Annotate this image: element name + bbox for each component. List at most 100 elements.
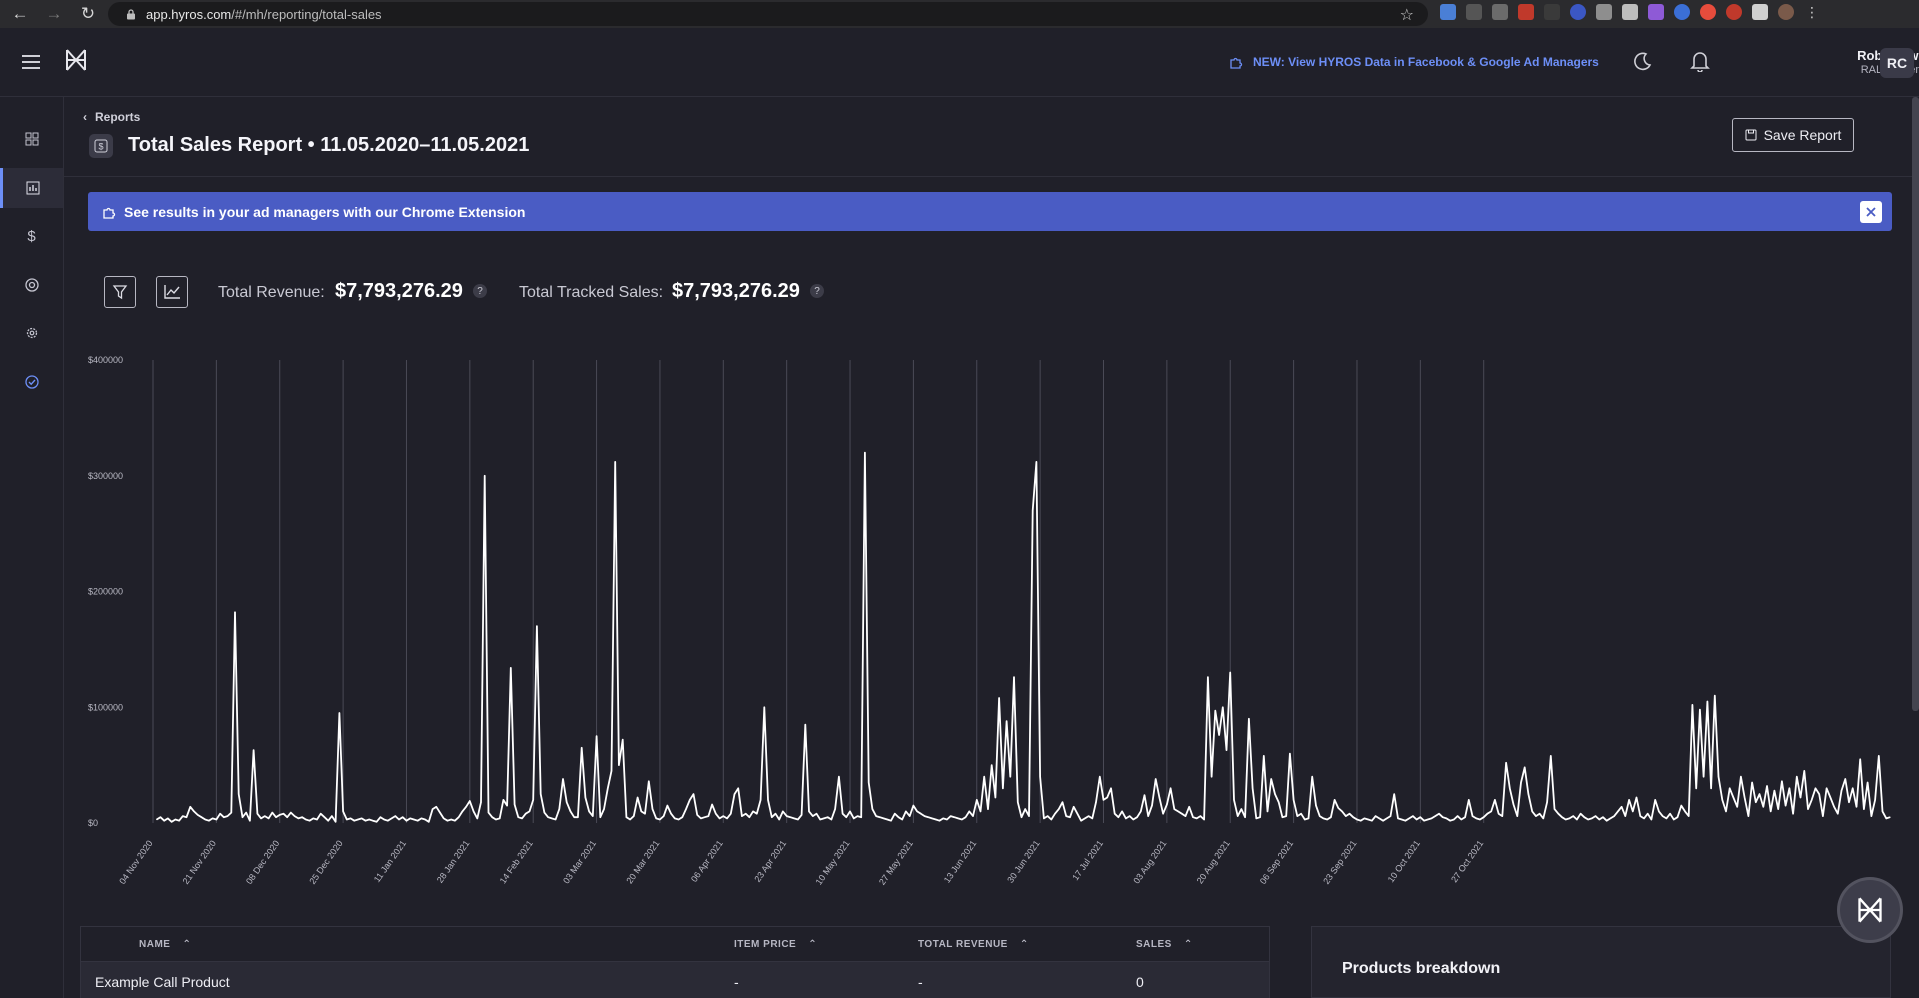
data-point [323, 816, 326, 818]
data-point [719, 817, 721, 819]
save-report-button[interactable]: Save Report [1732, 118, 1854, 152]
data-point [1024, 808, 1026, 810]
data-point [1710, 787, 1712, 789]
more-vertical-icon[interactable]: ⋮ [1805, 4, 1819, 20]
data-point [1158, 796, 1160, 799]
data-point [815, 813, 818, 815]
data-point [1580, 813, 1582, 815]
breadcrumb[interactable]: ‹ Reports [83, 110, 140, 124]
data-point [1345, 815, 1347, 817]
help-icon[interactable]: ? [473, 284, 487, 298]
y-tick-label: $100000 [88, 702, 123, 712]
data-point [1296, 815, 1298, 817]
moon-icon[interactable] [1632, 51, 1652, 71]
address-bar[interactable]: app.hyros.com /#/mh/reporting/total-sale… [108, 2, 1428, 26]
data-point [1624, 815, 1626, 817]
data-point [991, 764, 993, 766]
profile-icon[interactable] [1778, 4, 1794, 20]
puzzle-icon[interactable] [1752, 4, 1768, 20]
sidebar-item-tasks[interactable] [0, 362, 63, 402]
data-point [1233, 799, 1235, 801]
data-point [972, 815, 974, 817]
extension-icon[interactable] [1648, 4, 1664, 20]
data-point [1095, 801, 1097, 803]
report-dollar-icon: $ [89, 134, 113, 158]
back-arrow-icon[interactable]: ← [11, 4, 29, 23]
extension-icon[interactable] [1440, 4, 1456, 20]
extension-icon[interactable] [1674, 4, 1690, 20]
data-point [965, 816, 967, 818]
data-point [1147, 815, 1149, 817]
extension-icon[interactable] [1466, 4, 1482, 20]
chart-toggle-button[interactable] [156, 276, 188, 308]
extension-icon[interactable] [1596, 4, 1612, 20]
data-point [234, 611, 236, 613]
data-point [1270, 778, 1272, 780]
extension-icon[interactable] [1622, 4, 1638, 20]
data-point [502, 799, 504, 801]
column-header-item-price[interactable]: ITEM PRICE ⌃ [734, 939, 818, 950]
data-point [1676, 816, 1679, 818]
hyros-chat-button[interactable] [1840, 880, 1900, 940]
extension-icon[interactable] [1700, 4, 1716, 20]
avatar[interactable]: RC [1880, 48, 1914, 78]
extension-icon[interactable] [1518, 4, 1534, 20]
sidebar-item-sales[interactable]: $ [0, 216, 63, 256]
data-point [1281, 816, 1283, 818]
data-point [450, 818, 452, 821]
forward-arrow-icon[interactable]: → [45, 4, 63, 23]
data-point [1550, 755, 1552, 757]
help-icon[interactable]: ? [810, 284, 824, 298]
data-point [1307, 817, 1310, 819]
data-point [1419, 816, 1421, 818]
page-scrollbar[interactable] [1912, 97, 1919, 711]
data-point [1840, 790, 1843, 792]
sidebar-item-settings[interactable] [0, 313, 63, 353]
dollar-icon: $ [27, 227, 36, 245]
data-point [1434, 815, 1436, 817]
data-point [905, 810, 907, 812]
total-revenue-value: $7,793,276.29 [335, 280, 463, 302]
data-point [1848, 801, 1850, 803]
data-point [473, 810, 475, 812]
table-row[interactable]: Example Call Product - - 0 [81, 962, 1269, 998]
column-header-name[interactable]: NAME ⌃ [139, 939, 192, 950]
data-point [279, 814, 281, 816]
data-point [883, 817, 885, 819]
data-point [1471, 815, 1474, 817]
browser-toolbar: ← → ↻ app.hyros.com /#/mh/reporting/tota… [0, 0, 1919, 28]
reload-icon[interactable]: ↻ [80, 4, 96, 23]
column-header-total-revenue[interactable]: TOTAL REVENUE ⌃ [918, 939, 1029, 950]
breadcrumb-reports: Reports [95, 110, 141, 124]
data-point [1796, 776, 1798, 778]
data-point [1591, 817, 1593, 819]
filter-button[interactable] [104, 276, 136, 308]
data-point [1833, 806, 1835, 808]
data-point [1747, 815, 1749, 817]
data-point [1665, 817, 1667, 819]
data-point [1855, 806, 1858, 808]
data-point [555, 818, 557, 821]
column-header-sales[interactable]: SALES ⌃ [1136, 939, 1193, 950]
data-point [953, 816, 956, 818]
sidebar-item-reports[interactable] [0, 168, 63, 208]
extension-icon[interactable] [1492, 4, 1508, 20]
data-point [376, 821, 378, 823]
chevron-left-icon: ‹ [83, 110, 87, 124]
close-banner-button[interactable] [1860, 201, 1882, 223]
extension-icon[interactable] [1544, 4, 1560, 20]
bell-icon[interactable] [1690, 50, 1710, 72]
data-point [1606, 820, 1608, 822]
extension-icon[interactable] [1726, 4, 1742, 20]
hyros-logo[interactable] [64, 48, 88, 72]
data-point [159, 816, 162, 818]
announcement-link[interactable]: NEW: View HYROS Data in Facebook & Googl… [1229, 55, 1599, 69]
sidebar-item-dashboard[interactable] [0, 119, 63, 159]
x-tick-label: 14 Feb 2021 [498, 838, 535, 885]
extension-icon[interactable] [1570, 4, 1586, 20]
data-point [666, 805, 669, 807]
data-point [1553, 808, 1556, 810]
bookmark-star-icon[interactable]: ☆ [1399, 7, 1414, 24]
menu-icon[interactable] [22, 55, 40, 69]
sidebar-item-tracking[interactable] [0, 265, 63, 305]
